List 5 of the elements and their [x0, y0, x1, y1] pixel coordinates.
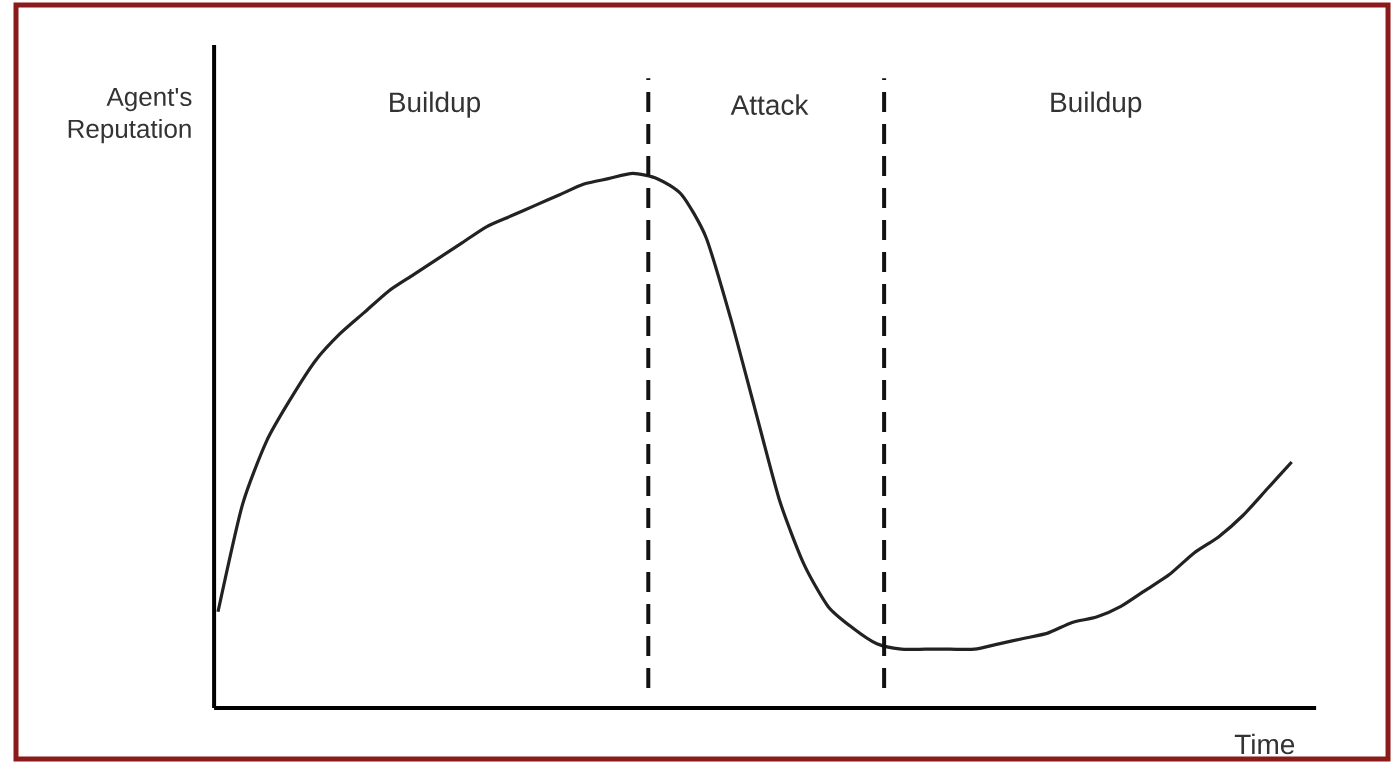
- text: Buildup: [390, 91, 481, 118]
- x-axis-title: Time: [1234, 733, 1295, 755]
- text: Attack: [730, 94, 809, 115]
- text: Buildup: [1051, 91, 1142, 118]
- y-axis-title: Agent's Reputation: [68, 87, 192, 144]
